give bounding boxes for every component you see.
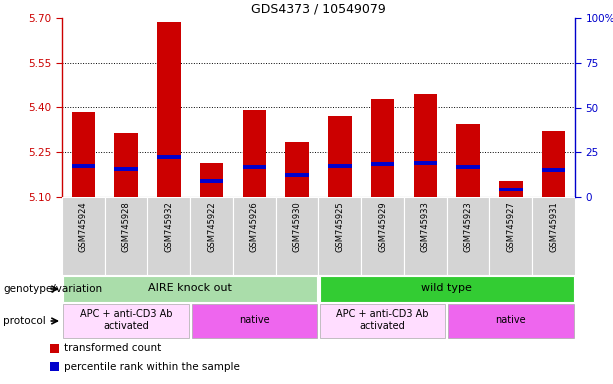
Text: GSM745929: GSM745929: [378, 201, 387, 252]
Bar: [414, 161, 437, 165]
Bar: [414, 94, 437, 197]
Text: transformed count: transformed count: [64, 343, 162, 353]
Bar: [328, 164, 352, 167]
Bar: [191, 305, 317, 338]
Bar: [243, 165, 266, 169]
Bar: [115, 133, 138, 197]
Text: GSM745924: GSM745924: [79, 201, 88, 252]
Bar: [157, 23, 181, 197]
Bar: [319, 197, 361, 275]
Text: GSM745922: GSM745922: [207, 201, 216, 252]
Text: GSM745926: GSM745926: [250, 201, 259, 252]
Bar: [63, 305, 189, 338]
Bar: [157, 155, 181, 159]
Bar: [499, 188, 523, 192]
Bar: [456, 124, 480, 197]
Bar: [105, 197, 148, 275]
Text: GSM745931: GSM745931: [549, 201, 558, 252]
Text: GSM745930: GSM745930: [292, 201, 302, 252]
Bar: [243, 111, 266, 197]
Text: genotype/variation: genotype/variation: [3, 284, 102, 294]
Bar: [447, 197, 490, 275]
Text: GSM745927: GSM745927: [506, 201, 516, 252]
Bar: [190, 197, 233, 275]
Bar: [63, 276, 317, 302]
Text: GSM745925: GSM745925: [335, 201, 345, 252]
Title: GDS4373 / 10549079: GDS4373 / 10549079: [251, 2, 386, 15]
Bar: [328, 116, 352, 197]
Text: wild type: wild type: [421, 283, 472, 293]
Bar: [371, 162, 394, 166]
Text: GSM745932: GSM745932: [164, 201, 173, 252]
Bar: [361, 197, 404, 275]
Bar: [62, 197, 105, 275]
Text: APC + anti-CD3 Ab
activated: APC + anti-CD3 Ab activated: [337, 310, 429, 331]
Bar: [115, 167, 138, 170]
Bar: [233, 197, 276, 275]
Bar: [371, 99, 394, 197]
Text: protocol: protocol: [3, 316, 46, 326]
Bar: [200, 179, 223, 182]
Bar: [320, 305, 446, 338]
Bar: [148, 197, 190, 275]
Text: GSM745928: GSM745928: [121, 201, 131, 252]
Bar: [276, 197, 319, 275]
Bar: [50, 344, 59, 353]
Bar: [72, 164, 95, 167]
Text: AIRE knock out: AIRE knock out: [148, 283, 232, 293]
Bar: [499, 180, 523, 197]
Bar: [286, 142, 309, 197]
Text: native: native: [495, 315, 526, 325]
Bar: [456, 165, 480, 169]
Bar: [404, 197, 447, 275]
Text: GSM745933: GSM745933: [421, 201, 430, 252]
Bar: [542, 131, 565, 197]
Bar: [542, 168, 565, 172]
Text: native: native: [239, 315, 270, 325]
Bar: [320, 276, 574, 302]
Bar: [72, 112, 95, 197]
Bar: [532, 197, 575, 275]
Bar: [286, 173, 309, 177]
Bar: [448, 305, 574, 338]
Bar: [200, 163, 223, 197]
Text: GSM745923: GSM745923: [463, 201, 473, 252]
Bar: [490, 197, 532, 275]
Text: percentile rank within the sample: percentile rank within the sample: [64, 361, 240, 371]
Bar: [50, 362, 59, 371]
Text: APC + anti-CD3 Ab
activated: APC + anti-CD3 Ab activated: [80, 310, 172, 331]
